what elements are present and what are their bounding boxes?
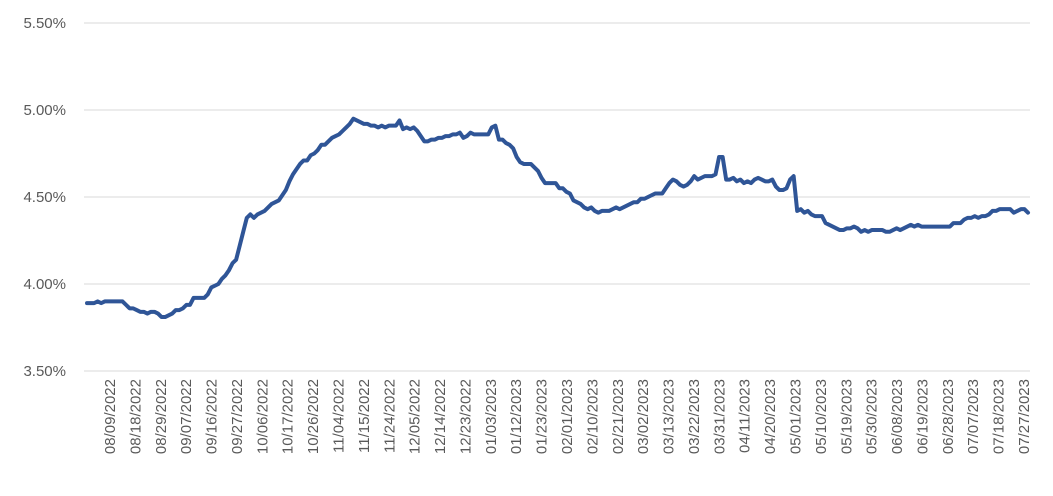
- y-axis-tick-labels: 3.50% 4.00% 4.50% 5.00% 5.50%: [23, 15, 66, 380]
- x-tick-label: 10/06/2022: [254, 379, 271, 454]
- x-tick-label: 09/16/2022: [204, 379, 221, 454]
- x-tick-label: 11/24/2022: [381, 379, 398, 453]
- x-tick-label: 02/21/2023: [610, 379, 627, 454]
- x-tick-label: 05/01/2023: [788, 379, 805, 454]
- x-tick-label: 11/04/2022: [331, 379, 348, 453]
- x-tick-label: 03/13/2023: [661, 379, 678, 454]
- x-tick-label: 09/07/2022: [178, 379, 195, 454]
- x-tick-label: 08/18/2022: [127, 379, 144, 454]
- y-tick-label: 4.00%: [23, 276, 66, 293]
- x-tick-label: 02/10/2023: [584, 379, 601, 454]
- y-tick-label: 5.00%: [23, 102, 66, 119]
- x-tick-label: 07/27/2023: [1016, 379, 1033, 454]
- x-tick-label: 02/01/2023: [559, 379, 576, 454]
- x-tick-label: 01/12/2023: [508, 379, 525, 454]
- x-tick-label: 10/26/2022: [305, 379, 322, 454]
- x-tick-label: 10/17/2022: [280, 379, 297, 454]
- y-gridlines: [84, 22, 1030, 285]
- series-line: [85, 116, 1030, 320]
- series-group: [85, 116, 1030, 320]
- x-tick-label: 11/15/2022: [356, 379, 373, 453]
- x-tick-label: 05/30/2023: [864, 379, 881, 454]
- x-tick-label: 06/08/2023: [889, 379, 906, 454]
- x-tick-label: 07/18/2023: [991, 379, 1008, 454]
- x-tick-label: 05/19/2023: [838, 379, 855, 454]
- x-tick-label: 08/09/2022: [102, 379, 119, 454]
- x-tick-label: 01/23/2023: [534, 379, 551, 454]
- y-tick-label: 3.50%: [23, 363, 66, 380]
- x-tick-label: 12/23/2022: [457, 379, 474, 454]
- x-tick-label: 09/27/2022: [229, 379, 246, 454]
- x-tick-label: 06/19/2023: [914, 379, 931, 454]
- y-tick-label: 4.50%: [23, 189, 66, 206]
- x-tick-label: 06/28/2023: [940, 379, 957, 454]
- x-tick-label: 04/20/2023: [762, 379, 779, 454]
- x-tick-label: 07/07/2023: [965, 379, 982, 454]
- x-tick-label: 03/31/2023: [711, 379, 728, 454]
- x-tick-label: 12/05/2022: [407, 379, 424, 454]
- x-axis-tick-labels: 08/09/2022 08/18/2022 08/29/2022 09/07/2022…: [102, 379, 1033, 454]
- x-tick-label: 04/11/2023: [737, 379, 754, 453]
- x-tick-label: 08/29/2022: [153, 379, 170, 454]
- x-tick-label: 05/10/2023: [813, 379, 830, 454]
- x-tick-label: 03/22/2023: [686, 379, 703, 454]
- x-tick-label: 12/14/2022: [432, 379, 449, 454]
- x-tick-label: 03/02/2023: [635, 379, 652, 454]
- y-tick-label: 5.50%: [23, 15, 66, 32]
- x-tick-label: 01/03/2023: [483, 379, 500, 454]
